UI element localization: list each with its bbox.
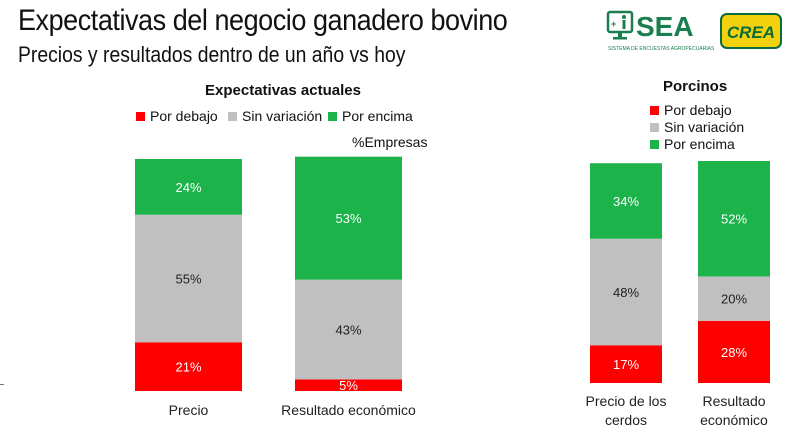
legend-swatch-por-debajo	[650, 105, 659, 115]
legend-swatch-sin-variacion	[650, 122, 659, 132]
sea-logo: + SEA SISTEMA DE ENCUESTAS AGROPECUARIAS	[606, 10, 714, 52]
data-label: 28%	[721, 345, 747, 360]
data-label: 20%	[721, 292, 747, 307]
bar-segment-sin-variacion-1	[590, 238, 662, 346]
legend-item-por-encima: Por encima	[328, 108, 413, 124]
page-subtitle: Precios y resultados dentro de un año vs…	[18, 42, 406, 67]
legend-label: Sin variación	[242, 108, 323, 124]
data-label: 52%	[721, 212, 747, 227]
sea-monitor-icon: +	[606, 10, 634, 40]
x-tick-label: Resultado económico	[281, 402, 416, 418]
crea-logo-text: CREA	[727, 23, 775, 42]
data-label: 53%	[335, 211, 361, 226]
legend-label: Por debajo	[150, 108, 218, 124]
svg-text:+: +	[611, 19, 616, 29]
x-tick-label: Precio	[169, 402, 209, 418]
legend-label: Por debajo	[664, 102, 732, 118]
bar-segment-por-encima-1	[135, 159, 242, 215]
axis-tick-mark	[0, 384, 4, 385]
legend-label: Por encima	[664, 136, 735, 152]
chart-title-expectativas: Expectativas actuales	[205, 82, 361, 99]
bar-segment-por-debajo-2	[295, 379, 402, 391]
legend-swatch-por-encima	[650, 139, 659, 149]
legend-item-por-debajo: Por debajo	[650, 102, 732, 118]
legend-swatch-por-encima	[328, 111, 337, 121]
data-label: 48%	[613, 285, 639, 300]
bar-segment-sin-variacion-2	[295, 279, 402, 380]
bar-segment-por-encima-2	[295, 156, 402, 280]
chart-title-porcinos: Porcinos	[663, 78, 728, 95]
bar-segment-sin-variacion-1	[135, 214, 242, 343]
bar-segment-por-debajo-1	[590, 345, 662, 383]
bar-segment-por-encima-2	[698, 161, 770, 277]
x-tick-label: cerdos	[605, 412, 647, 428]
data-label: 43%	[335, 323, 361, 338]
sea-logo-tagline: SISTEMA DE ENCUESTAS AGROPECUARIAS	[608, 46, 714, 52]
units-label: %Empresas	[352, 134, 428, 150]
legend-label: Por encima	[342, 108, 413, 124]
data-label: 34%	[613, 194, 639, 209]
legend-item-por-encima: Por encima	[650, 136, 735, 152]
bar-segment-sin-variacion-2	[698, 276, 770, 321]
data-label: 17%	[613, 357, 639, 372]
legend-item-por-debajo: Por debajo	[136, 108, 218, 124]
x-tick-label: Precio de los	[586, 393, 667, 409]
x-tick-label: económico	[700, 412, 768, 428]
crea-logo: CREA	[720, 13, 782, 49]
x-tick-label: Resultado	[702, 393, 765, 409]
legend-label: Sin variación	[664, 119, 745, 135]
data-label: 55%	[175, 271, 201, 286]
sea-logo-text: SEA	[636, 11, 694, 42]
legend-item-sin-variacion: Sin variación	[228, 108, 322, 124]
bar-segment-por-encima-1	[590, 163, 662, 239]
data-label: 5%	[339, 378, 358, 393]
bar-segment-por-debajo-2	[698, 320, 770, 383]
legend-item-sin-variacion: Sin variación	[650, 119, 744, 135]
bar-segment-por-debajo-1	[135, 342, 242, 391]
legend-swatch-sin-variacion	[228, 111, 237, 121]
page-title: Expectativas del negocio ganadero bovino	[18, 4, 508, 37]
data-label: 24%	[175, 180, 201, 195]
legend-swatch-por-debajo	[136, 111, 145, 121]
data-label: 21%	[175, 360, 201, 375]
